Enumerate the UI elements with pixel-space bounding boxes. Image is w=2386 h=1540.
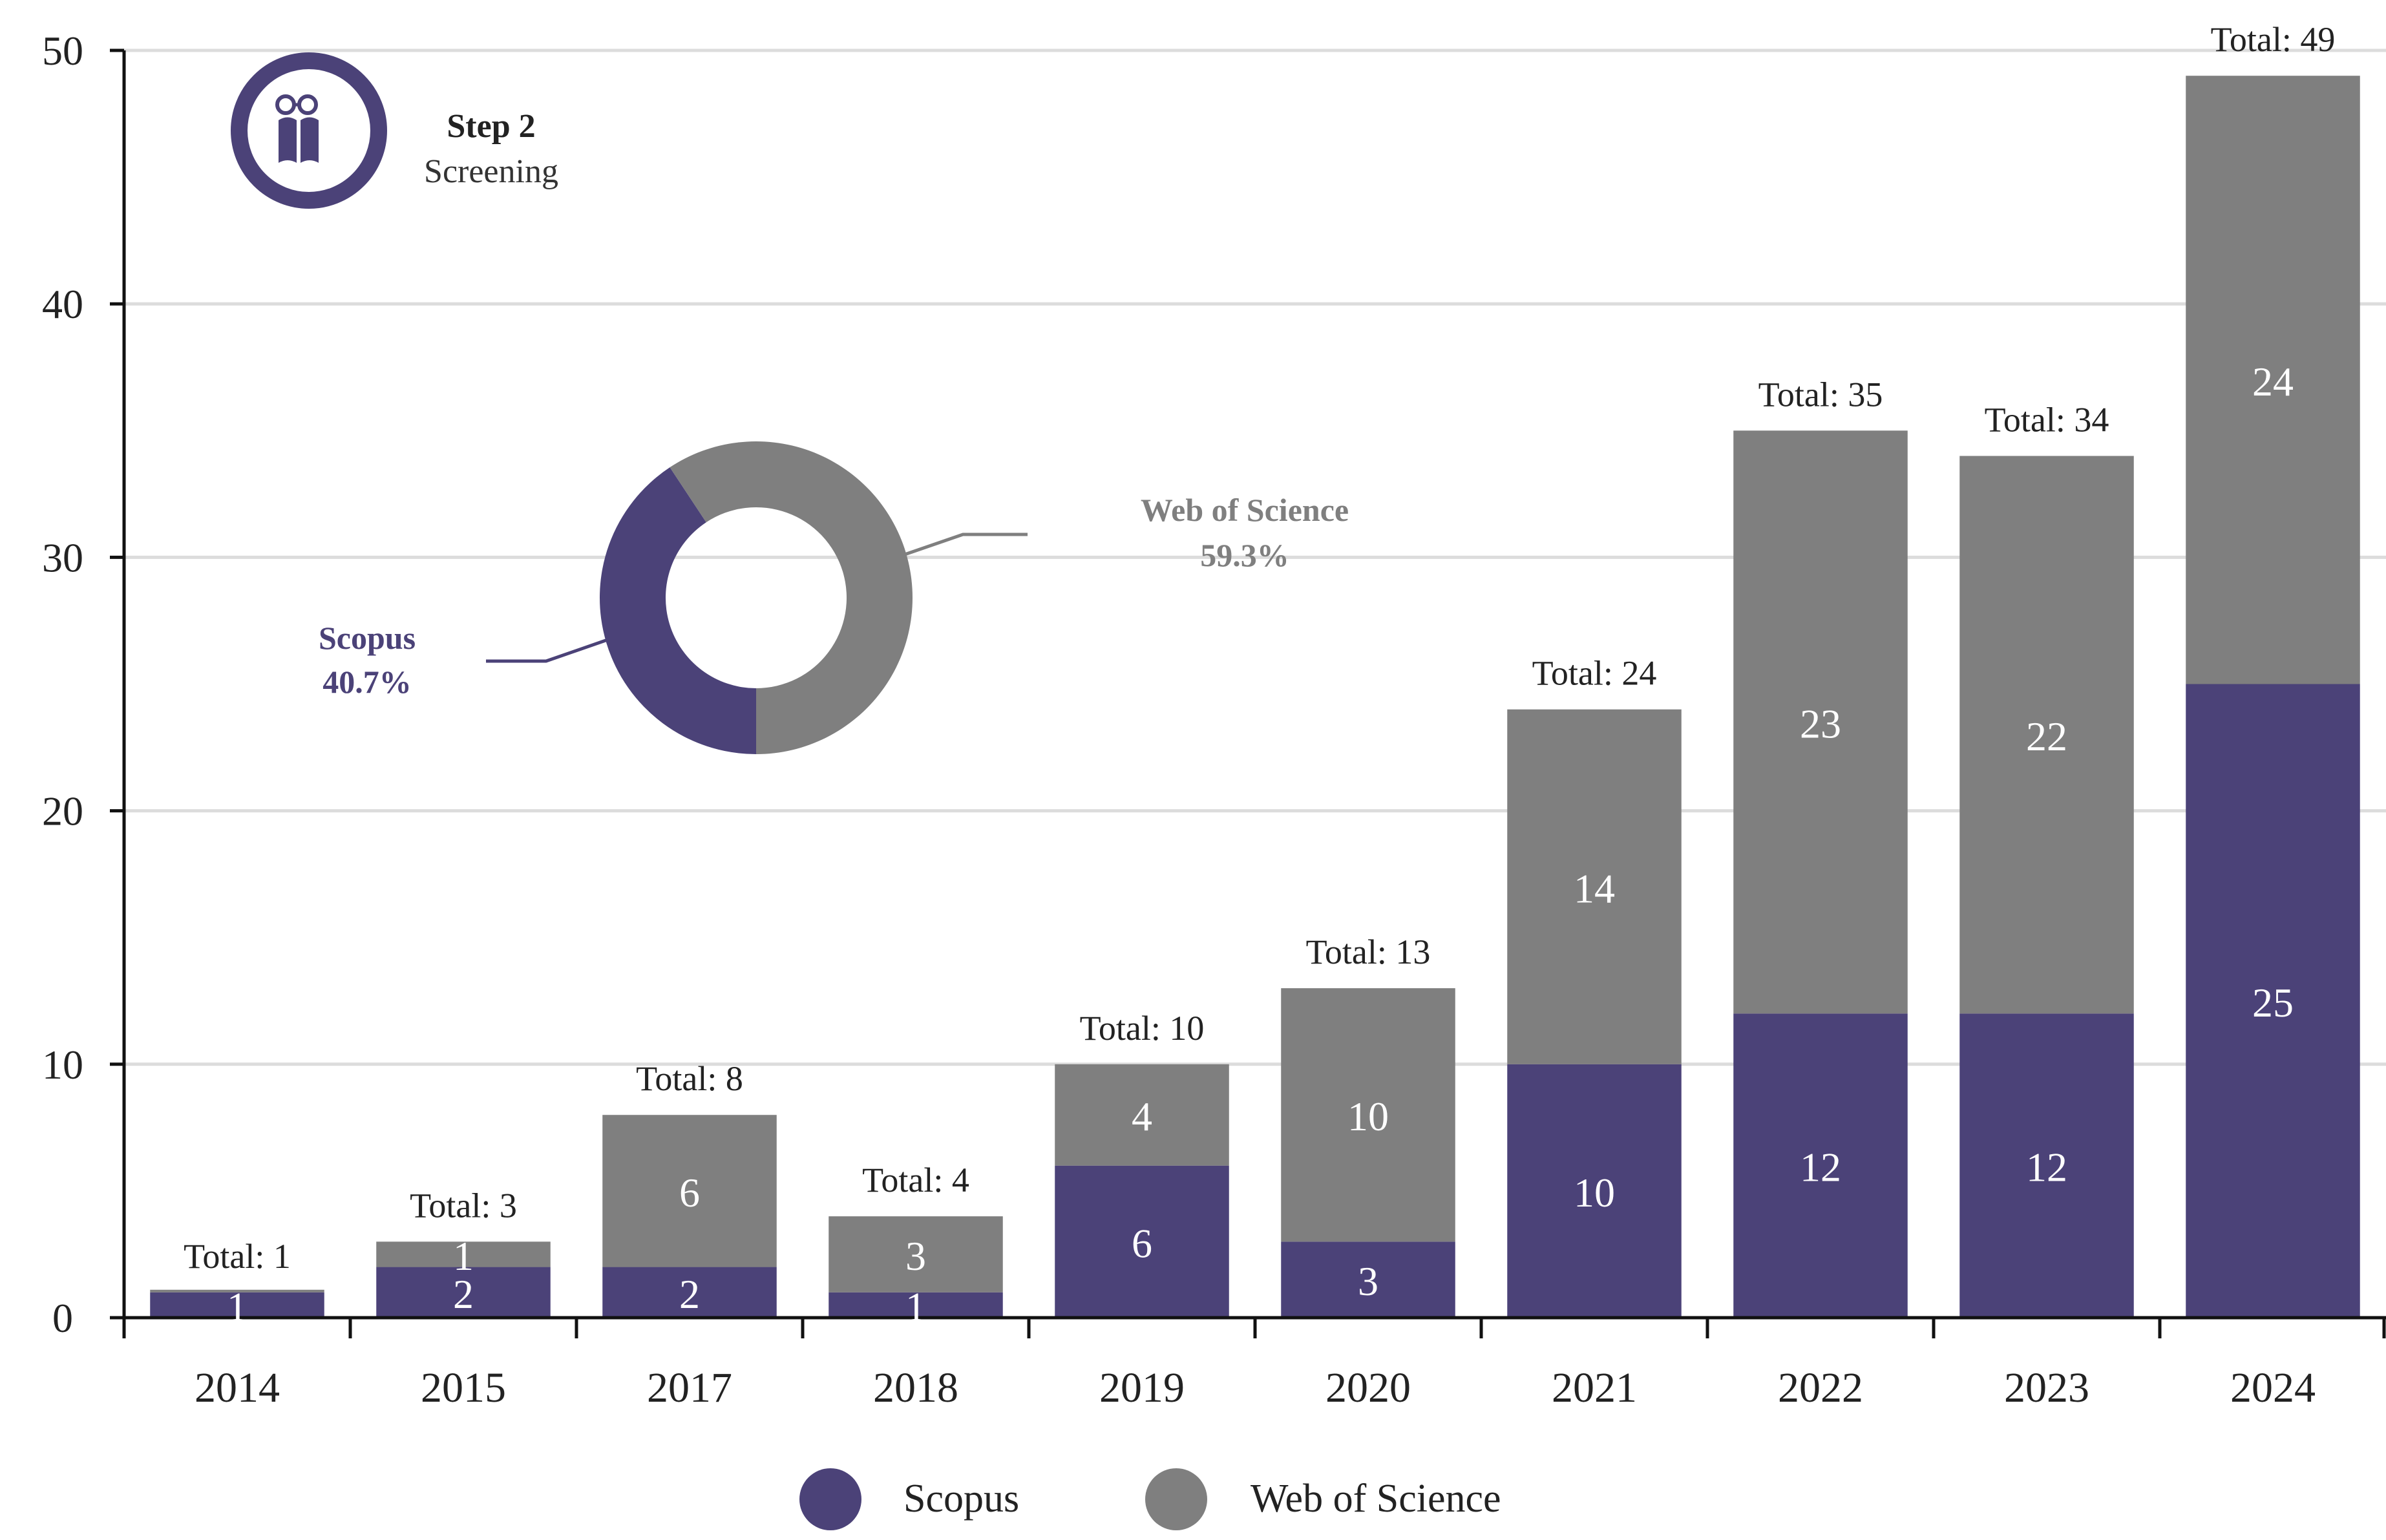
bar-scopus-2015 xyxy=(376,1267,551,1318)
share-donut: Scopus 40.7% Web of Science 59.3% xyxy=(319,441,1349,754)
bar-scopus-2021 xyxy=(1507,1064,1682,1318)
value-label-scopus: 12 xyxy=(1800,1144,1841,1190)
total-label: Total: 35 xyxy=(1758,375,1883,414)
legend-swatch-wos xyxy=(1145,1468,1207,1530)
step-badge: Step 2 Screening xyxy=(231,52,558,209)
total-label: Total: 8 xyxy=(636,1059,743,1098)
value-label-scopus: 1 xyxy=(227,1283,248,1329)
y-tick-label: 30 xyxy=(42,534,83,580)
value-label-wos: 6 xyxy=(679,1170,700,1216)
total-label: Total: 13 xyxy=(1306,933,1431,971)
value-label-scopus: 3 xyxy=(1358,1258,1378,1304)
x-tick-label: 2021 xyxy=(1552,1364,1637,1411)
value-label-scopus: 2 xyxy=(453,1271,474,1317)
donut-slice-scopus xyxy=(599,467,756,754)
bar-wos-2022 xyxy=(1733,430,1908,1014)
donut-slices xyxy=(599,441,913,754)
total-label: Total: 24 xyxy=(1532,654,1657,693)
x-tick-label: 2022 xyxy=(1778,1364,1863,1411)
total-label: Total: 1 xyxy=(184,1237,291,1276)
donut-slice-wos xyxy=(670,441,913,754)
value-label-wos: 3 xyxy=(905,1233,926,1279)
value-label-wos: 1 xyxy=(453,1233,474,1279)
bar-scopus-2023 xyxy=(1959,1013,2134,1318)
donut-scopus-pct: 40.7% xyxy=(322,664,412,700)
y-tick-label: 40 xyxy=(42,281,83,327)
legend-label-wos: Web of Science xyxy=(1251,1477,1501,1521)
bar-wos-2020 xyxy=(1281,988,1455,1242)
total-label: Total: 4 xyxy=(862,1161,969,1199)
legend-label-scopus: Scopus xyxy=(903,1477,1019,1521)
y-tick-label: 20 xyxy=(42,788,83,834)
value-label-wos: 4 xyxy=(1132,1093,1152,1139)
step-name: Screening xyxy=(424,153,558,190)
value-label-wos: 10 xyxy=(1347,1093,1389,1139)
bar-wos-2017 xyxy=(602,1115,777,1267)
bar-wos-2023 xyxy=(1959,456,2134,1014)
donut-wos-name: Web of Science xyxy=(1141,492,1349,528)
value-label-wos: 0 xyxy=(227,1250,248,1296)
y-tick-label: 0 xyxy=(52,1295,73,1341)
x-tick-label: 2019 xyxy=(1099,1364,1185,1411)
total-label: Total: 49 xyxy=(2211,20,2336,59)
y-tick-label: 50 xyxy=(42,28,83,74)
value-label-wos: 22 xyxy=(2026,713,2067,759)
bar-wos-2018 xyxy=(829,1216,1003,1292)
donut-wos-pct: 59.3% xyxy=(1200,537,1289,573)
badge-ring xyxy=(231,52,387,209)
value-label-wos: 14 xyxy=(1574,865,1615,911)
value-label-wos: 23 xyxy=(1800,701,1841,746)
bar-scopus-2019 xyxy=(1055,1165,1229,1318)
bar-scopus-2018 xyxy=(829,1292,1003,1318)
reading-book-icon xyxy=(275,94,319,163)
step-label: Step 2 xyxy=(447,108,535,145)
value-label-scopus: 6 xyxy=(1132,1220,1152,1266)
x-tick-label: 2020 xyxy=(1325,1364,1411,1411)
value-label-scopus: 12 xyxy=(2026,1144,2067,1190)
x-tick-label: 2017 xyxy=(647,1364,732,1411)
scopus-leader-line xyxy=(486,638,608,663)
value-label-scopus: 25 xyxy=(2252,980,2294,1026)
donut-scopus-name: Scopus xyxy=(319,620,416,656)
bar-scopus-2017 xyxy=(602,1267,777,1318)
x-tick-label: 2023 xyxy=(2004,1364,2089,1411)
x-tick-label: 2014 xyxy=(195,1364,280,1411)
bar-wos-2015 xyxy=(376,1241,551,1267)
y-tick-label: 10 xyxy=(42,1042,83,1088)
bar-wos-2021 xyxy=(1507,709,1682,1064)
bar-scopus-2022 xyxy=(1733,1013,1908,1318)
value-label-scopus: 1 xyxy=(905,1283,926,1329)
x-tick-label: 2015 xyxy=(421,1364,506,1411)
value-label-scopus: 10 xyxy=(1574,1170,1615,1216)
bar-scopus-2020 xyxy=(1281,1241,1455,1318)
x-tick-label: 2024 xyxy=(2230,1364,2316,1411)
value-label-scopus: 2 xyxy=(679,1271,700,1317)
legend-swatch-scopus xyxy=(799,1468,861,1530)
total-label: Total: 34 xyxy=(1985,401,2109,439)
bars xyxy=(150,76,2360,1318)
bar-wos-2014 xyxy=(150,1289,324,1292)
wos-leader-line xyxy=(904,533,1028,556)
bar-wos-2019 xyxy=(1055,1064,1229,1166)
bar-scopus-2024 xyxy=(2186,684,2360,1318)
x-tick-label: 2018 xyxy=(873,1364,958,1411)
bar-wos-2024 xyxy=(2186,76,2360,684)
legend: Scopus Web of Science xyxy=(799,1468,1501,1530)
total-label: Total: 3 xyxy=(410,1186,517,1225)
value-label-wos: 24 xyxy=(2252,359,2294,405)
total-label: Total: 10 xyxy=(1080,1009,1205,1048)
bar-scopus-2014 xyxy=(150,1292,324,1318)
